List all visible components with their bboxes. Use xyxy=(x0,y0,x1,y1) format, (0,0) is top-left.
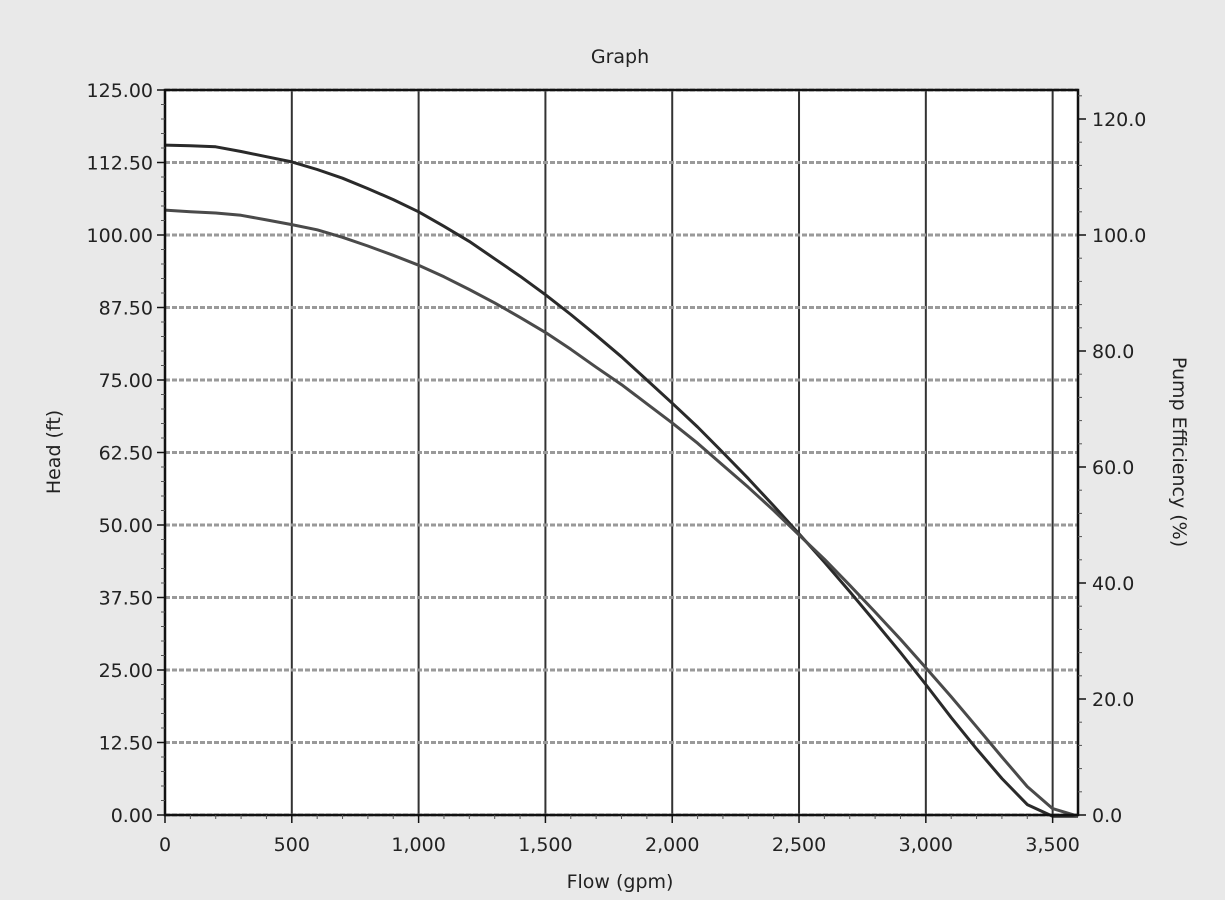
y-tick-label: 75.00 xyxy=(99,370,153,392)
y2-tick-label: 100.0 xyxy=(1092,225,1146,247)
y2-tick-label: 80.0 xyxy=(1092,341,1134,363)
y-tick-label: 50.00 xyxy=(99,515,153,537)
y-tick-label: 62.50 xyxy=(99,443,153,465)
y-tick-label: 100.00 xyxy=(87,225,153,247)
series-layer xyxy=(164,143,1079,818)
x-axis-label: Flow (gpm) xyxy=(567,871,674,893)
y-tick-label: 125.00 xyxy=(87,80,153,102)
y-tick-label: 0.00 xyxy=(111,805,153,827)
y-tick-label: 87.50 xyxy=(99,298,153,320)
x-tick-label: 1,500 xyxy=(518,834,572,856)
x-tick-label: 3,000 xyxy=(899,834,953,856)
y-tick-label: 112.50 xyxy=(87,153,153,175)
y-tick-label: 25.00 xyxy=(99,660,153,682)
x-tick-label: 500 xyxy=(274,834,310,856)
y2-tick-label: 60.0 xyxy=(1092,457,1134,479)
y2-tick-label: 40.0 xyxy=(1092,573,1134,595)
y-tick-label: 12.50 xyxy=(99,733,153,755)
y2-tick-label: 120.0 xyxy=(1092,109,1146,131)
y2-tick-label: 0.0 xyxy=(1092,805,1122,827)
chart-title: Graph xyxy=(591,46,649,68)
y2-tick-label: 20.0 xyxy=(1092,689,1134,711)
y-axis-label: Head (ft) xyxy=(43,410,65,494)
x-tick-label: 3,500 xyxy=(1025,834,1079,856)
axis-layer: 0 500 1,000 1,500 2,000 2,500 3,000 3,500 0.00 12… xyxy=(87,80,1147,856)
x-tick-label: 0 xyxy=(159,834,171,856)
y2-axis-label: Pump Efficiency (%) xyxy=(1168,357,1190,547)
y-tick-label: 37.50 xyxy=(99,588,153,610)
x-tick-label: 1,000 xyxy=(391,834,445,856)
series-line-1 xyxy=(164,143,1078,818)
series-line-2 xyxy=(164,208,1079,818)
x-tick-label: 2,500 xyxy=(772,834,826,856)
x-tick-label: 2,000 xyxy=(645,834,699,856)
